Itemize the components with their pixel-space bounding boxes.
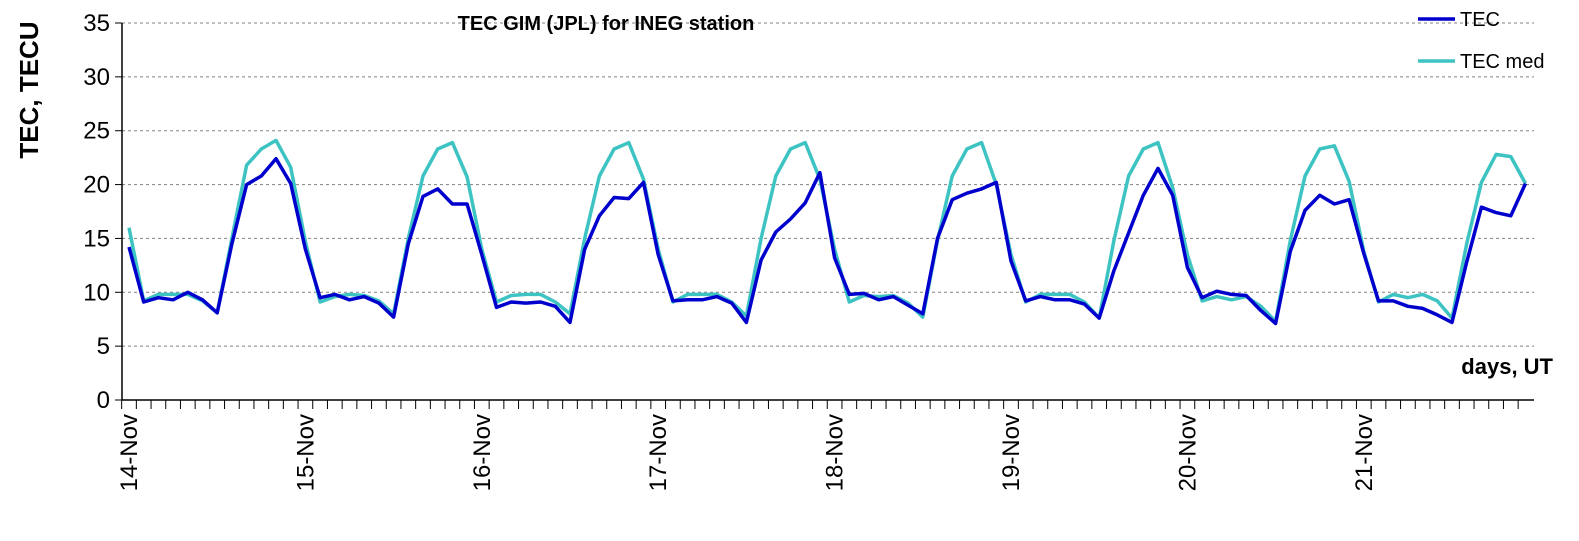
legend: TEC TEC med: [1418, 9, 1544, 73]
y-tick-label: 5: [97, 333, 110, 360]
y-axis-ticks: 0 5 10 15 20 25 30 35: [83, 10, 122, 414]
series-line-tec: [127, 156, 1528, 326]
y-tick-label: 25: [83, 118, 110, 145]
y-tick-label: 35: [83, 10, 110, 37]
x-axis-ticks: 14-Nov 15-Nov 16-Nov 17-Nov 18-Nov 19-Nov 20-N…: [116, 400, 1519, 491]
series-lines: [127, 138, 1528, 326]
y-tick-label: 15: [83, 225, 110, 252]
chart-title: TEC GIM (JPL) for INEG station: [458, 13, 755, 35]
x-axis-label: days, UT: [1461, 354, 1553, 379]
y-tick-label: 0: [97, 387, 110, 414]
x-tick-label: 21-Nov: [1351, 414, 1378, 491]
y-tick-label: 20: [83, 172, 110, 199]
x-tick-label: 20-Nov: [1174, 414, 1201, 491]
x-tick-label: 17-Nov: [645, 414, 672, 491]
x-tick-label: 18-Nov: [822, 414, 849, 491]
y-tick-label: 30: [83, 64, 110, 91]
x-tick-label: 19-Nov: [998, 414, 1025, 491]
x-tick-label: 15-Nov: [292, 414, 319, 491]
y-tick-label: 10: [83, 279, 110, 306]
legend-label: TEC: [1460, 9, 1500, 31]
x-tick-label: 14-Nov: [116, 414, 143, 491]
y-axis-label: TEC, TECU: [14, 21, 44, 158]
legend-label: TEC med: [1460, 51, 1544, 73]
gridlines: [122, 22, 1534, 347]
x-tick-label: 16-Nov: [469, 414, 496, 491]
